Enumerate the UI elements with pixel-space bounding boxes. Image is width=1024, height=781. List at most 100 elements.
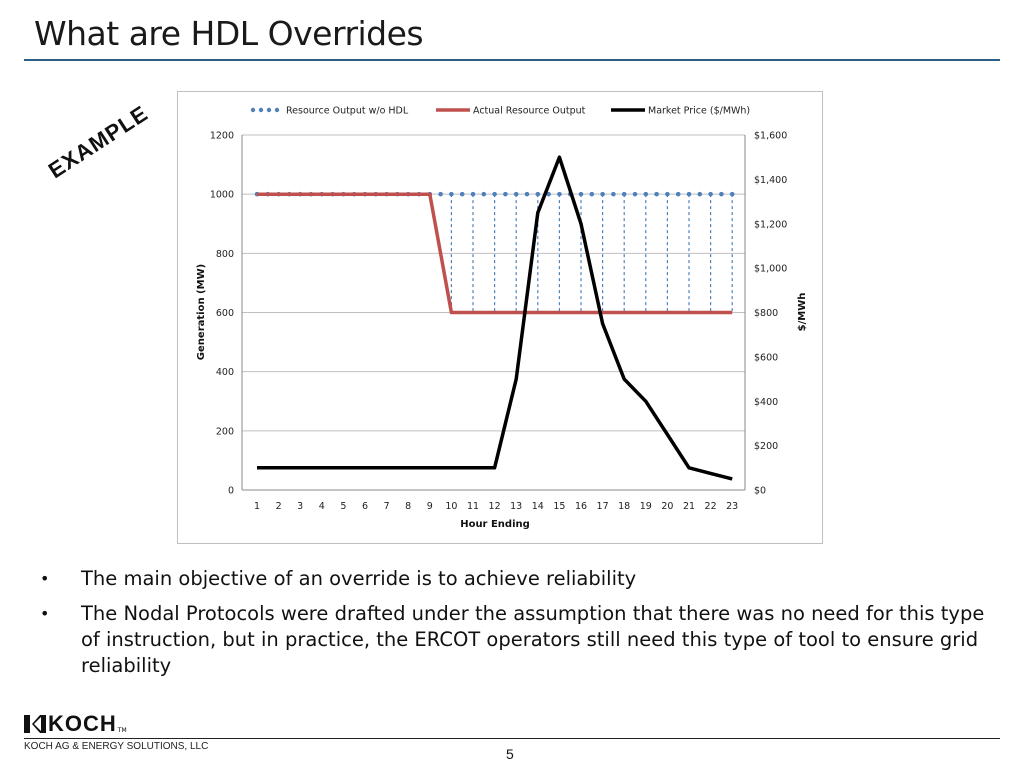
y-tick-label: 1200	[210, 131, 234, 142]
series-market-price	[257, 155, 733, 481]
legend-label: Resource Output w/o HDL	[286, 106, 409, 117]
data-point-dot	[438, 191, 443, 197]
chart-frame: Generation (MW) $/MWh Hour Ending 0 200 40…	[177, 91, 823, 544]
data-point-dot	[675, 191, 681, 197]
legend-label: Actual Resource Output	[473, 106, 586, 117]
koch-logo: KOCH TM	[24, 711, 127, 736]
y2-tick-label: $600	[754, 352, 778, 363]
y-tick-label: 1000	[210, 190, 234, 201]
legend-swatch-dot	[266, 107, 272, 113]
y-axis-label: Generation (MW)	[196, 264, 207, 360]
series-actual-resource-output	[257, 192, 733, 315]
logo-trademark: TM	[117, 727, 127, 734]
series-lines	[254, 155, 735, 481]
y2-axis-label: $/MWh	[797, 293, 808, 332]
data-point	[708, 191, 713, 197]
bullet-text: The Nodal Protocols were drafted under t…	[81, 602, 985, 677]
data-point-dot	[719, 191, 724, 197]
x-tick-label: 5	[340, 501, 346, 512]
data-point	[470, 191, 476, 197]
x-tick-label: 19	[640, 501, 652, 512]
title-divider	[24, 59, 1000, 61]
y2-tick-label: $200	[754, 441, 778, 452]
footer-divider	[24, 738, 1000, 739]
legend-swatch-dot	[274, 107, 280, 113]
y-tick-label: 400	[216, 367, 234, 378]
bullet-item: • The Nodal Protocols were drafted under…	[40, 601, 1005, 679]
legend-swatch-dot	[250, 107, 256, 113]
data-point	[557, 191, 562, 197]
x-tick-label: 15	[553, 501, 565, 512]
data-point-dot	[481, 191, 487, 197]
x-axis-label: Hour Ending	[460, 519, 530, 530]
bullet-item: • The main objective of an override is t…	[40, 566, 1005, 592]
logo-text: KOCH	[48, 711, 117, 736]
x-tick-label: 14	[532, 501, 544, 512]
x-tick-label: 13	[510, 501, 522, 512]
data-point	[643, 191, 649, 197]
y-tick-label: 600	[216, 308, 234, 319]
axes: Generation (MW) $/MWh Hour Ending 0 200 40…	[196, 131, 808, 531]
data-point-dot	[697, 191, 703, 197]
koch-k-mark-icon	[24, 715, 46, 733]
x-tick-label: 23	[726, 501, 738, 512]
x-tick-label: 17	[597, 501, 609, 512]
x-tick-label: 20	[661, 501, 673, 512]
data-point-dot	[589, 191, 595, 197]
x-tick-label: 21	[683, 501, 695, 512]
y2-tick-label: $1,600	[754, 131, 787, 142]
data-point	[600, 191, 605, 197]
y2-tick-label: $400	[754, 397, 778, 408]
y2-tick-label: $0	[754, 486, 766, 497]
legend-label: Market Price ($/MWh)	[648, 106, 750, 117]
y-tick-label: 800	[216, 249, 234, 260]
y2-tick-label: $800	[754, 308, 778, 319]
data-point	[621, 191, 627, 197]
x-tick-label: 3	[297, 501, 303, 512]
x-tick-label: 9	[427, 501, 433, 512]
data-point-dot	[654, 191, 659, 197]
bullet-list: • The main objective of an override is t…	[40, 566, 1005, 688]
chart-legend: Resource Output w/o HDL Actual Resource O…	[250, 106, 750, 117]
y2-tick-label: $1,200	[754, 219, 787, 230]
data-point	[665, 191, 670, 197]
x-tick-label: 7	[384, 501, 390, 512]
data-point-dot	[546, 191, 551, 197]
x-tick-label: 18	[618, 501, 630, 512]
x-tick-label: 2	[276, 501, 282, 512]
company-name: KOCH AG & ENERGY SOLUTIONS, LLC	[24, 741, 209, 752]
y2-tick-label: $1,400	[754, 175, 787, 186]
bullet-text: The main objective of an override is to …	[81, 567, 637, 590]
x-tick-label: 1	[254, 501, 260, 512]
x-tick-label: 11	[467, 501, 479, 512]
bullet-marker: •	[40, 569, 50, 588]
data-point	[492, 191, 497, 197]
legend-swatch-dot	[258, 107, 264, 113]
data-point-dot	[611, 191, 616, 197]
x-tick-label: 12	[489, 501, 501, 512]
data-point	[513, 191, 519, 197]
page-title: What are HDL Overrides	[34, 14, 424, 53]
data-point	[449, 191, 454, 197]
data-point-dot	[632, 191, 638, 197]
page-number: 5	[506, 746, 514, 762]
data-point-dot	[524, 191, 530, 197]
x-tick-label: 22	[705, 501, 717, 512]
data-point-dot	[503, 191, 508, 197]
x-tick-label: 6	[362, 501, 368, 512]
y2-tick-label: $1,000	[754, 264, 787, 275]
data-point	[535, 191, 541, 197]
data-point-dot	[459, 191, 465, 197]
example-stamp: EXAMPLE	[43, 100, 153, 184]
data-point	[686, 191, 692, 197]
x-tick-label: 10	[445, 501, 457, 512]
bullet-marker: •	[40, 604, 50, 623]
hdl-override-chart: Generation (MW) $/MWh Hour Ending 0 200 40…	[196, 106, 808, 531]
y-tick-label: 0	[228, 486, 234, 497]
y-tick-label: 200	[216, 426, 234, 437]
x-tick-label: 16	[575, 501, 587, 512]
x-tick-label: 8	[405, 501, 411, 512]
data-point	[729, 191, 735, 197]
data-point	[578, 191, 584, 197]
x-tick-label: 4	[319, 501, 325, 512]
